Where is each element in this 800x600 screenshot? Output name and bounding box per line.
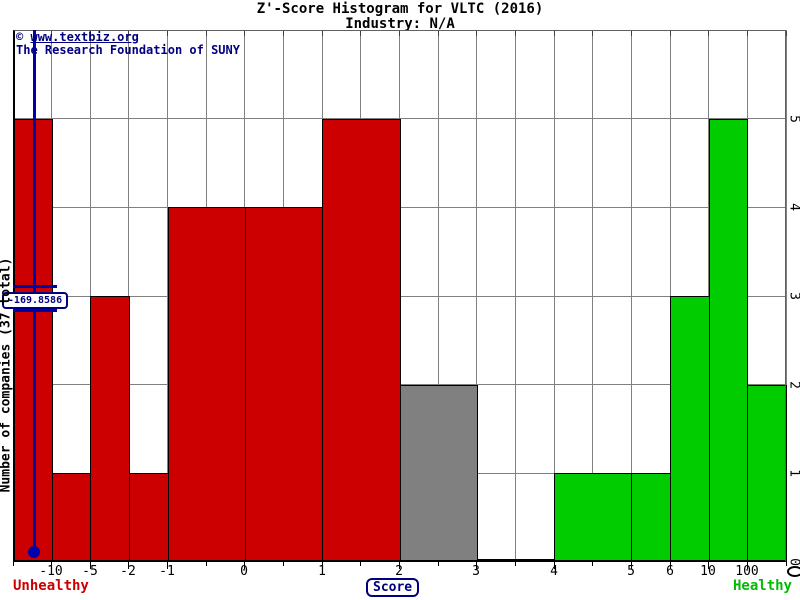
gridline-vertical (786, 30, 787, 562)
x-tick-label: -1 (159, 564, 175, 579)
x-axis-tick (13, 562, 14, 566)
x-axis-tick (515, 562, 516, 566)
zscore-value-label: -169.8586 (2, 292, 68, 309)
x-axis-tick (360, 562, 361, 566)
x-tick-label: -5 (82, 564, 98, 579)
top-tick (244, 31, 245, 36)
top-tick (670, 31, 671, 36)
x-axis-tick (438, 562, 439, 566)
top-tick (592, 31, 593, 36)
top-tick (631, 31, 632, 36)
x-axis-tick (476, 562, 477, 569)
top-tick (283, 31, 284, 36)
x-tick-label: 1 (318, 564, 326, 579)
histogram-bar (245, 207, 323, 562)
x-axis-tick (670, 562, 671, 569)
top-tick (708, 31, 709, 36)
top-tick (554, 31, 555, 36)
histogram-bar (168, 207, 246, 562)
textbiz-link[interactable]: www.textbiz.org (30, 30, 139, 44)
y-axis-title: Number of companies (37 total) (0, 257, 14, 493)
y-tick-label: 2 (786, 381, 800, 389)
x-tick-label: 10 (700, 564, 716, 579)
x-axis-tick (90, 562, 91, 569)
histogram-bar (554, 473, 632, 562)
histogram-bar (52, 473, 91, 562)
healthy-label: Healthy (732, 578, 792, 594)
top-tick (399, 31, 400, 36)
copyright-line2: The Research Foundation of SUNY (16, 43, 240, 57)
axis-end-circle-icon (787, 566, 800, 577)
x-axis-tick (554, 562, 555, 569)
x-axis-tick (631, 562, 632, 569)
x-axis-tick (322, 562, 323, 569)
zscore-marker-line (33, 30, 36, 549)
histogram-bar (322, 119, 401, 562)
x-axis-tick (51, 562, 52, 569)
top-tick (438, 31, 439, 36)
x-tick-label: -2 (120, 564, 136, 579)
top-tick (515, 31, 516, 36)
x-axis-tick (283, 562, 284, 566)
x-axis-tick (206, 562, 207, 566)
y-tick-label: 5 (786, 115, 800, 123)
histogram-bar (400, 385, 478, 562)
histogram-bar (747, 385, 787, 562)
top-tick (167, 31, 168, 36)
unhealthy-label: Unhealthy (13, 578, 89, 594)
top-tick (128, 31, 129, 36)
x-axis-tick (786, 562, 787, 566)
page-title: Z'-Score Histogram for VLTC (2016) (256, 1, 544, 17)
histogram-bar (90, 296, 130, 562)
x-tick-label: 2 (395, 564, 403, 579)
copyright-symbol: © (16, 30, 24, 44)
x-axis-title-box: Score (366, 578, 420, 597)
y-tick-label: 0 (786, 558, 800, 566)
y-tick-label: 4 (786, 203, 800, 211)
histogram-bar (477, 559, 555, 562)
x-axis-tick (167, 562, 168, 569)
x-tick-label: 100 (735, 564, 759, 579)
y-tick-label: 1 (786, 469, 800, 477)
top-tick (322, 31, 323, 36)
copyright-line1: © www.textbiz.org (16, 31, 240, 44)
top-tick (13, 31, 14, 36)
x-axis-tick (747, 562, 748, 569)
x-axis-tick (244, 562, 245, 569)
copyright-block: © www.textbiz.org The Research Foundatio… (16, 31, 240, 57)
top-tick (747, 31, 748, 36)
x-tick-label: 3 (472, 564, 480, 579)
histogram-bar (670, 296, 710, 562)
histogram-bar (129, 473, 169, 562)
y-tick-label: 3 (786, 292, 800, 300)
x-axis-tick (399, 562, 400, 569)
x-tick-label: 5 (627, 564, 635, 579)
x-tick-label: 0 (240, 564, 248, 579)
top-tick (206, 31, 207, 36)
top-tick (90, 31, 91, 36)
x-tick-label: 4 (550, 564, 558, 579)
top-tick (51, 31, 52, 36)
page-subtitle: Industry: N/A (345, 16, 455, 32)
x-tick-label: -10 (39, 564, 63, 579)
zscore-marker-crossbar-top (13, 285, 57, 288)
x-axis-tick (592, 562, 593, 566)
gridline-horizontal (13, 118, 786, 119)
zscore-marker-dot (28, 546, 40, 558)
x-tick-label: 6 (666, 564, 674, 579)
zscore-marker-crossbar-bottom (13, 309, 57, 312)
histogram-bar (709, 119, 748, 562)
top-tick (786, 31, 787, 36)
top-tick (476, 31, 477, 36)
top-tick (360, 31, 361, 36)
x-axis-tick (708, 562, 709, 569)
histogram-bar (631, 473, 671, 562)
x-axis-tick (128, 562, 129, 569)
